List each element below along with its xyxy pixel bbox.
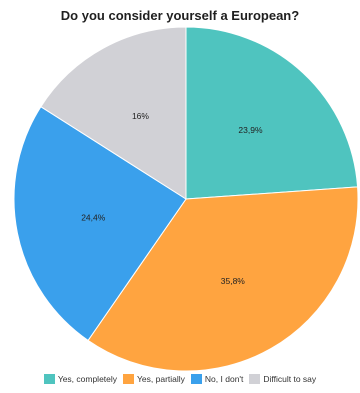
slice-label-no-i-don-t: 24,4%: [81, 213, 106, 223]
legend-swatch: [190, 374, 202, 384]
pie-slice-difficult-to-say: [40, 26, 187, 200]
chart-title: Do you consider yourself a European?: [60, 8, 300, 23]
legend-item-yes-partially: Yes, partially: [123, 374, 185, 384]
slice-label-yes-partially: 35,8%: [221, 276, 246, 286]
legend-label: Yes, partially: [137, 374, 185, 384]
legend-label: Yes, completely: [57, 374, 118, 384]
legend-swatch: [43, 374, 55, 384]
legend-label: No, I don't: [204, 374, 244, 384]
slice-label-difficult-to-say: 16%: [132, 111, 149, 121]
legend-item-difficult-to-say: Difficult to say: [249, 374, 316, 384]
legend-item-no: No, I don't: [190, 374, 244, 384]
legend-swatch: [123, 374, 135, 384]
pie-slice-yes-completely: [185, 26, 359, 200]
legend-swatch: [249, 374, 261, 384]
legend-label: Difficult to say: [263, 374, 317, 384]
legend-item-yes-completely: Yes, completely: [43, 374, 118, 384]
chart-legend: Yes, completely Yes, partially No, I don…: [0, 374, 360, 384]
pie-slice-no-i-don-t: [13, 106, 187, 342]
pie-slice-yes-partially: [87, 186, 359, 372]
slice-label-yes-completely: 23,9%: [238, 125, 263, 135]
